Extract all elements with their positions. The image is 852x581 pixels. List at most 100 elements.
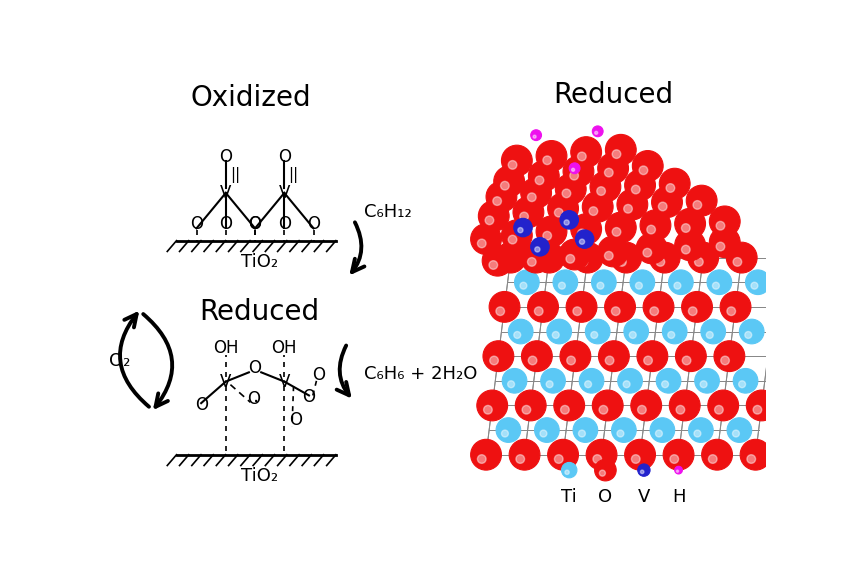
Circle shape — [674, 230, 705, 261]
Circle shape — [591, 390, 623, 421]
Circle shape — [605, 134, 636, 165]
Circle shape — [642, 248, 651, 257]
Text: O: O — [248, 358, 262, 376]
Circle shape — [513, 218, 532, 237]
Circle shape — [662, 319, 686, 344]
Circle shape — [558, 282, 565, 289]
Circle shape — [591, 126, 602, 137]
Circle shape — [688, 307, 696, 315]
Circle shape — [527, 292, 558, 322]
Text: O: O — [190, 215, 203, 233]
Circle shape — [566, 254, 574, 263]
Circle shape — [520, 178, 551, 209]
Circle shape — [559, 211, 578, 229]
Circle shape — [611, 307, 619, 315]
Circle shape — [579, 239, 584, 244]
Circle shape — [573, 307, 581, 315]
Circle shape — [629, 332, 636, 338]
Circle shape — [733, 368, 757, 393]
Circle shape — [674, 209, 705, 239]
Circle shape — [569, 171, 578, 180]
Text: Reduced: Reduced — [552, 81, 672, 109]
Circle shape — [681, 292, 711, 322]
Circle shape — [512, 197, 544, 228]
Circle shape — [534, 176, 544, 185]
Circle shape — [546, 319, 571, 344]
Circle shape — [570, 214, 601, 245]
Circle shape — [624, 170, 654, 200]
Circle shape — [566, 292, 596, 322]
Circle shape — [584, 319, 609, 344]
Circle shape — [642, 292, 673, 322]
Circle shape — [481, 245, 512, 276]
Circle shape — [612, 150, 620, 159]
Circle shape — [612, 228, 620, 236]
Circle shape — [594, 131, 597, 134]
Text: OH: OH — [271, 339, 296, 357]
Text: Oxidized: Oxidized — [191, 84, 311, 112]
Circle shape — [706, 270, 731, 295]
Circle shape — [688, 418, 712, 442]
Text: Reduced: Reduced — [199, 297, 319, 325]
Circle shape — [744, 332, 751, 338]
Circle shape — [745, 270, 769, 295]
Circle shape — [520, 242, 551, 273]
Circle shape — [716, 221, 724, 230]
Circle shape — [668, 270, 693, 295]
Circle shape — [517, 228, 522, 233]
Circle shape — [636, 406, 646, 414]
Circle shape — [534, 307, 543, 315]
Circle shape — [726, 307, 734, 315]
Circle shape — [559, 239, 590, 270]
Circle shape — [527, 193, 535, 202]
Circle shape — [572, 242, 602, 273]
Circle shape — [709, 227, 740, 257]
Circle shape — [561, 189, 570, 198]
Circle shape — [568, 163, 579, 174]
Circle shape — [665, 184, 674, 192]
Circle shape — [534, 247, 539, 252]
Text: O: O — [194, 396, 207, 414]
Circle shape — [740, 439, 770, 470]
Circle shape — [555, 174, 585, 205]
Circle shape — [701, 439, 732, 470]
Text: Ti: Ti — [561, 488, 577, 506]
Circle shape — [658, 202, 666, 211]
Circle shape — [630, 455, 639, 463]
Circle shape — [488, 261, 497, 270]
Circle shape — [692, 200, 701, 209]
Circle shape — [686, 185, 717, 216]
Circle shape — [676, 406, 684, 414]
Circle shape — [547, 439, 578, 470]
Circle shape — [669, 455, 677, 463]
Circle shape — [508, 235, 516, 244]
Circle shape — [578, 430, 584, 437]
Text: V: V — [220, 372, 231, 390]
Circle shape — [674, 467, 682, 474]
Circle shape — [470, 224, 501, 254]
Circle shape — [584, 381, 590, 388]
Text: O: O — [278, 149, 291, 167]
Circle shape — [605, 212, 636, 243]
Circle shape — [513, 332, 520, 338]
Circle shape — [566, 356, 575, 365]
Circle shape — [596, 187, 605, 195]
Circle shape — [636, 233, 666, 264]
Circle shape — [527, 160, 559, 191]
Circle shape — [488, 292, 520, 322]
Circle shape — [746, 390, 776, 421]
Circle shape — [527, 356, 536, 365]
Circle shape — [527, 257, 535, 266]
Circle shape — [746, 455, 755, 463]
Text: O₂: O₂ — [109, 352, 130, 370]
Circle shape — [589, 207, 597, 216]
Circle shape — [579, 368, 603, 393]
Circle shape — [500, 181, 509, 190]
Text: ||: || — [288, 167, 298, 183]
Circle shape — [643, 356, 652, 365]
Circle shape — [532, 135, 535, 138]
Circle shape — [630, 270, 654, 295]
Circle shape — [585, 439, 616, 470]
Circle shape — [519, 212, 527, 221]
Circle shape — [564, 470, 568, 475]
